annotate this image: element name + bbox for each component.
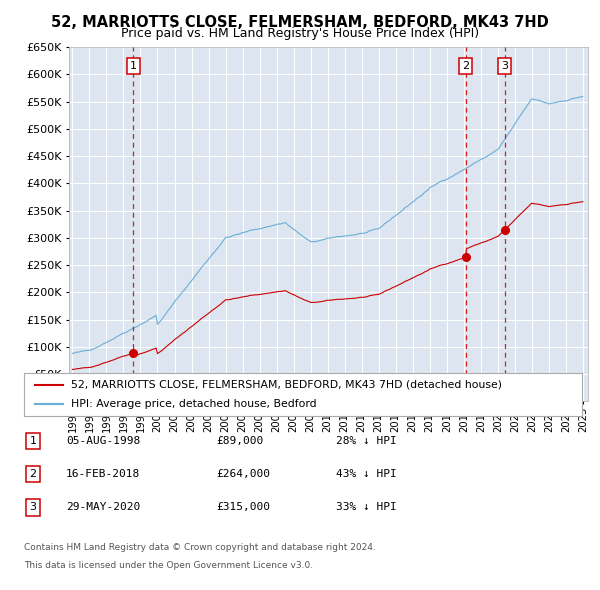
Text: 05-AUG-1998: 05-AUG-1998 (66, 437, 140, 446)
Text: This data is licensed under the Open Government Licence v3.0.: This data is licensed under the Open Gov… (24, 561, 313, 570)
Text: HPI: Average price, detached house, Bedford: HPI: Average price, detached house, Bedf… (71, 399, 317, 409)
Text: 2: 2 (29, 470, 37, 479)
Text: 33% ↓ HPI: 33% ↓ HPI (336, 503, 397, 512)
Text: 1: 1 (29, 437, 37, 446)
Text: £315,000: £315,000 (216, 503, 270, 512)
Text: 52, MARRIOTTS CLOSE, FELMERSHAM, BEDFORD, MK43 7HD: 52, MARRIOTTS CLOSE, FELMERSHAM, BEDFORD… (51, 15, 549, 30)
Text: 28% ↓ HPI: 28% ↓ HPI (336, 437, 397, 446)
Text: 3: 3 (29, 503, 37, 512)
Text: £264,000: £264,000 (216, 470, 270, 479)
Text: 16-FEB-2018: 16-FEB-2018 (66, 470, 140, 479)
Text: Price paid vs. HM Land Registry's House Price Index (HPI): Price paid vs. HM Land Registry's House … (121, 27, 479, 40)
Text: 3: 3 (501, 61, 508, 71)
Text: 29-MAY-2020: 29-MAY-2020 (66, 503, 140, 512)
Text: 1: 1 (130, 61, 137, 71)
Text: Contains HM Land Registry data © Crown copyright and database right 2024.: Contains HM Land Registry data © Crown c… (24, 543, 376, 552)
Text: 52, MARRIOTTS CLOSE, FELMERSHAM, BEDFORD, MK43 7HD (detached house): 52, MARRIOTTS CLOSE, FELMERSHAM, BEDFORD… (71, 380, 502, 390)
Text: £89,000: £89,000 (216, 437, 263, 446)
Text: 2: 2 (462, 61, 469, 71)
Text: 43% ↓ HPI: 43% ↓ HPI (336, 470, 397, 479)
